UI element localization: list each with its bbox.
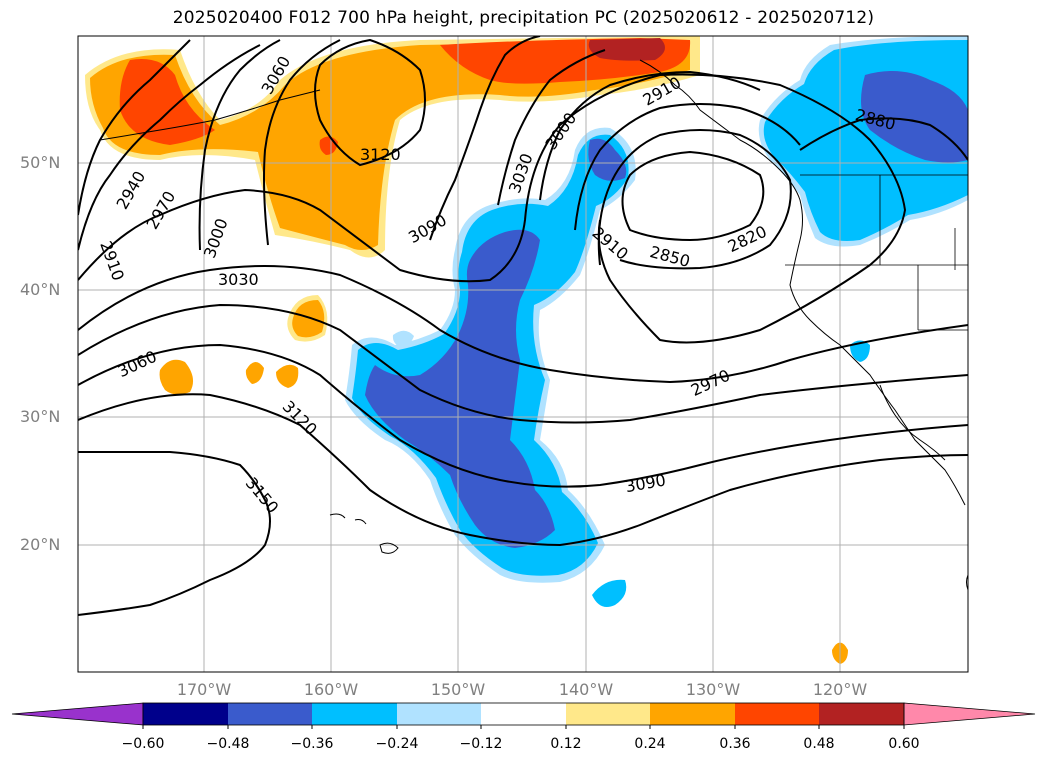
coastline-layer [99,59,968,591]
colorbar-segment [312,703,397,725]
precip-negative-area [861,71,968,163]
state-borders [785,174,968,331]
lat-label: 20°N [20,535,61,554]
colorbar-extend-high [903,702,1036,726]
precip-positive-area [245,361,264,384]
colorbar-tick-label: −0.12 [459,736,503,752]
lon-label: 150°W [430,680,486,699]
precip-positive-area [276,364,299,388]
lat-label: 30°N [20,407,61,426]
map-frame [77,35,969,673]
colorbar-extend-low [11,702,144,726]
colorbar-segment [143,703,228,725]
lon-label: 120°W [812,680,868,699]
contour-label: 2940 [113,168,150,213]
colorbar-tick-label: 0.36 [719,736,751,752]
graticule [78,36,968,672]
lon-label: 130°W [685,680,741,699]
lat-label: 40°N [20,280,61,299]
colorbar-tick-label: −0.48 [206,736,250,752]
colorbar-outline [142,702,905,726]
precip-negative-area [365,229,555,549]
precip-positive-area [292,300,325,338]
colorbar [11,702,1036,729]
colorbar-tick-label: 0.24 [634,736,666,752]
precip-negative-area [850,340,870,362]
contour-label: 3030 [218,270,259,289]
contour-label: 2910 [589,223,632,264]
lon-label: 140°W [558,680,614,699]
contour-label: 3000 [200,216,232,261]
colorbar-tick-label: −0.36 [290,736,334,752]
precip-negative-area [392,330,414,347]
colorbar-tick-label: −0.24 [375,736,419,752]
height-contours [78,36,968,616]
lat-label: 50°N [20,153,61,172]
colorbar-tick-label: 0.48 [803,736,835,752]
colorbar-tick-label: −0.60 [121,736,165,752]
colorbar-segment [819,703,904,725]
precip-negative-area [592,579,627,608]
contour-label: 3150 [242,474,283,517]
colorbar-segment [481,703,566,725]
colorbar-segment [735,703,819,725]
colorbar-segment [228,703,312,725]
contour-label: 3090 [405,210,450,247]
colorbar-segment [397,703,481,725]
contour-label: 3090 [624,470,667,496]
contour-label: 3060 [115,347,160,381]
lon-label: 170°W [176,680,232,699]
lon-label: 160°W [303,680,359,699]
contour-label: 2910 [96,238,128,283]
map-title: 2025020400 F012 700 hPa height, precipit… [172,8,875,28]
colorbar-tick-label: 0.60 [888,736,920,752]
contour-label: 3000 [541,109,580,153]
precip-positive-area [119,59,215,145]
colorbar-segment [650,703,735,725]
colorbar-tick-label: 0.12 [550,736,582,752]
contour-label: 2970 [688,366,733,400]
contour-label: 3120 [360,145,401,164]
precip-positive-area [588,38,665,61]
colorbar-segment [566,703,650,725]
precip-positive-area [159,359,194,395]
